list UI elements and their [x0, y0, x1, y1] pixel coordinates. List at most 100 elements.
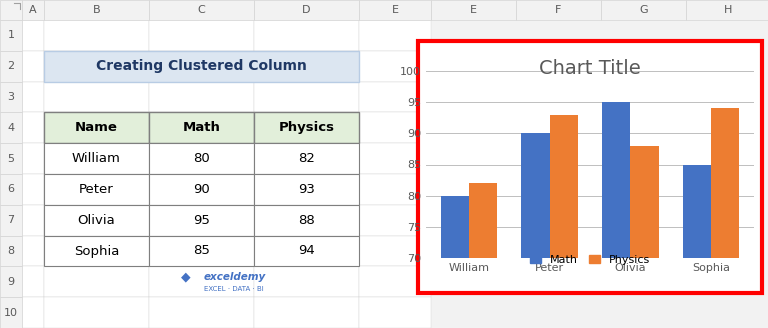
- Bar: [254, 236, 359, 266]
- Bar: [44, 0, 149, 20]
- Bar: [631, 146, 658, 328]
- Bar: [431, 0, 516, 20]
- Bar: [254, 266, 359, 297]
- Bar: [254, 205, 359, 236]
- Bar: [254, 0, 359, 20]
- Bar: [359, 51, 431, 82]
- Text: 5: 5: [8, 154, 15, 164]
- Bar: [359, 266, 431, 297]
- Bar: [22, 113, 44, 143]
- Bar: [602, 102, 631, 328]
- Bar: [254, 51, 359, 82]
- Text: H: H: [724, 5, 733, 15]
- Bar: [22, 205, 44, 236]
- Text: Sophia: Sophia: [74, 244, 119, 257]
- Bar: [44, 236, 149, 266]
- Text: exceldemy: exceldemy: [204, 272, 266, 282]
- Bar: [359, 0, 431, 20]
- Bar: [44, 266, 149, 297]
- Bar: [441, 196, 469, 328]
- Bar: [683, 165, 711, 328]
- Bar: [149, 143, 254, 174]
- Bar: [359, 174, 431, 205]
- Bar: [0, 174, 22, 205]
- Bar: [359, 205, 431, 236]
- Bar: [149, 51, 254, 82]
- Text: 93: 93: [298, 183, 315, 196]
- Bar: [149, 82, 254, 113]
- Bar: [44, 205, 149, 236]
- Bar: [44, 297, 149, 328]
- Bar: [469, 183, 498, 328]
- Bar: [22, 20, 44, 51]
- Bar: [254, 174, 359, 205]
- Bar: [0, 82, 22, 113]
- Bar: [149, 113, 254, 143]
- Text: Chart Title: Chart Title: [539, 59, 641, 78]
- Bar: [0, 113, 22, 143]
- Bar: [44, 51, 359, 82]
- Bar: [44, 82, 149, 113]
- Bar: [22, 266, 44, 297]
- Text: William: William: [72, 152, 121, 165]
- Bar: [711, 108, 739, 328]
- Bar: [254, 236, 359, 266]
- Text: 2: 2: [8, 61, 15, 71]
- Text: 85: 85: [193, 244, 210, 257]
- Bar: [149, 0, 254, 20]
- Text: 82: 82: [298, 152, 315, 165]
- Text: 95: 95: [193, 214, 210, 227]
- Text: Olivia: Olivia: [78, 214, 115, 227]
- Bar: [254, 143, 359, 174]
- Bar: [686, 0, 768, 20]
- Bar: [22, 51, 44, 82]
- Text: E: E: [470, 5, 477, 15]
- Text: C: C: [197, 5, 205, 15]
- Text: 7: 7: [8, 215, 15, 225]
- Text: Math: Math: [183, 121, 220, 134]
- Bar: [0, 266, 22, 297]
- Bar: [149, 205, 254, 236]
- Text: 9: 9: [8, 277, 15, 287]
- Legend: Math, Physics: Math, Physics: [525, 251, 654, 269]
- Bar: [44, 113, 149, 143]
- Bar: [149, 205, 254, 236]
- Text: 94: 94: [298, 244, 315, 257]
- Bar: [44, 174, 149, 205]
- Text: 8: 8: [8, 246, 15, 256]
- Text: 88: 88: [298, 214, 315, 227]
- Text: ◆: ◆: [181, 271, 190, 284]
- Bar: [0, 205, 22, 236]
- Bar: [254, 82, 359, 113]
- Bar: [254, 174, 359, 205]
- Bar: [149, 20, 254, 51]
- Bar: [254, 143, 359, 174]
- Bar: [22, 82, 44, 113]
- Bar: [254, 297, 359, 328]
- Bar: [359, 236, 431, 266]
- Text: 1: 1: [8, 31, 15, 40]
- Bar: [254, 113, 359, 143]
- Bar: [149, 266, 254, 297]
- Text: F: F: [555, 5, 561, 15]
- Bar: [149, 143, 254, 174]
- Bar: [44, 236, 149, 266]
- Bar: [149, 297, 254, 328]
- Bar: [0, 51, 22, 82]
- Bar: [359, 143, 431, 174]
- Bar: [44, 143, 149, 174]
- Text: E: E: [392, 5, 399, 15]
- Bar: [418, 41, 762, 293]
- Text: 3: 3: [8, 92, 15, 102]
- Bar: [22, 0, 44, 20]
- Bar: [0, 236, 22, 266]
- Bar: [0, 297, 22, 328]
- Text: D: D: [303, 5, 311, 15]
- Bar: [0, 143, 22, 174]
- Bar: [22, 236, 44, 266]
- Bar: [149, 236, 254, 266]
- Text: 90: 90: [193, 183, 210, 196]
- Text: Creating Clustered Column: Creating Clustered Column: [96, 59, 307, 73]
- Text: Name: Name: [75, 121, 118, 134]
- Bar: [149, 174, 254, 205]
